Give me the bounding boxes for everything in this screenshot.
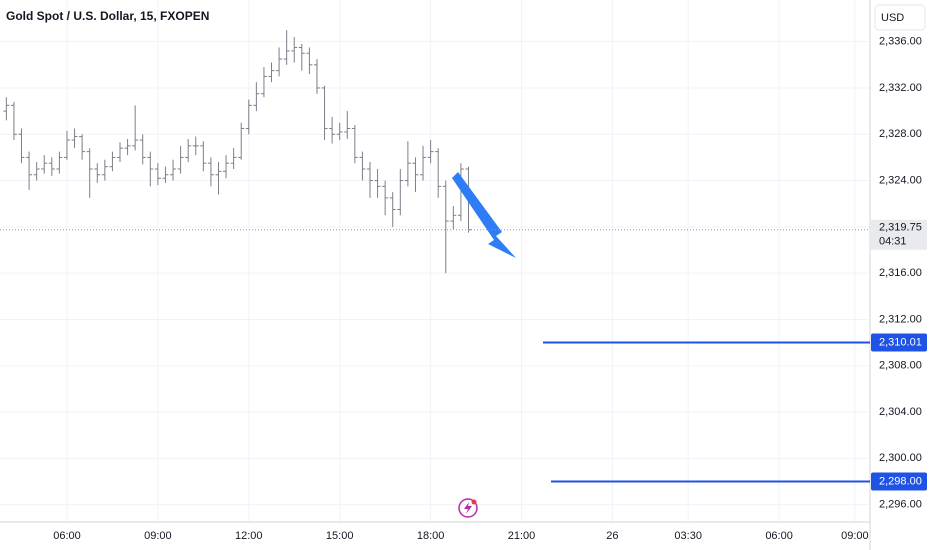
x-tick-label: 03:30 (674, 530, 702, 542)
chart-title: Gold Spot / U.S. Dollar, 15, FXOPEN (6, 9, 209, 23)
last-price-label: 2,319.75 (879, 222, 922, 234)
x-tick-label: 15:00 (326, 530, 354, 542)
level-tag (871, 333, 927, 352)
currency-label: USD (881, 12, 904, 24)
y-tick-label: 2,324.00 (879, 174, 922, 186)
y-tick-label: 2,316.00 (879, 267, 922, 279)
countdown-label: 04:31 (879, 236, 907, 248)
y-tick-label: 2,296.00 (879, 499, 922, 511)
arrow-drawing (452, 172, 516, 258)
level-label: 2,298.00 (879, 475, 922, 487)
y-tick-label: 2,336.00 (879, 36, 922, 48)
grid (0, 0, 870, 522)
x-tick-label: 06:00 (765, 530, 793, 542)
y-tick-label: 2,304.00 (879, 406, 922, 418)
currency-button[interactable] (874, 4, 926, 31)
event-icon-dot (471, 499, 477, 505)
level-label: 2,310.01 (879, 336, 922, 348)
y-tick-label: 2,300.00 (879, 452, 922, 464)
bars (3, 30, 472, 274)
y-tick-label: 2,328.00 (879, 128, 922, 140)
x-tick-label: 21:00 (508, 530, 536, 542)
y-tick-label: 2,312.00 (879, 313, 922, 325)
overlay (0, 172, 870, 518)
x-tick-label: 09:00 (841, 530, 869, 542)
x-tick-label: 18:00 (417, 530, 445, 542)
last-price-tag (871, 219, 927, 250)
y-tick-label: 2,308.00 (879, 360, 922, 372)
x-tick-label: 12:00 (235, 530, 263, 542)
x-tick-label: 06:00 (53, 530, 81, 542)
event-icon-bolt (464, 502, 472, 514)
event-icon[interactable] (458, 498, 478, 518)
x-tick-label: 09:00 (144, 530, 172, 542)
x-tick-label: 26 (606, 530, 618, 542)
y-tick-label: 2,332.00 (879, 82, 922, 94)
level-tag (871, 472, 927, 491)
